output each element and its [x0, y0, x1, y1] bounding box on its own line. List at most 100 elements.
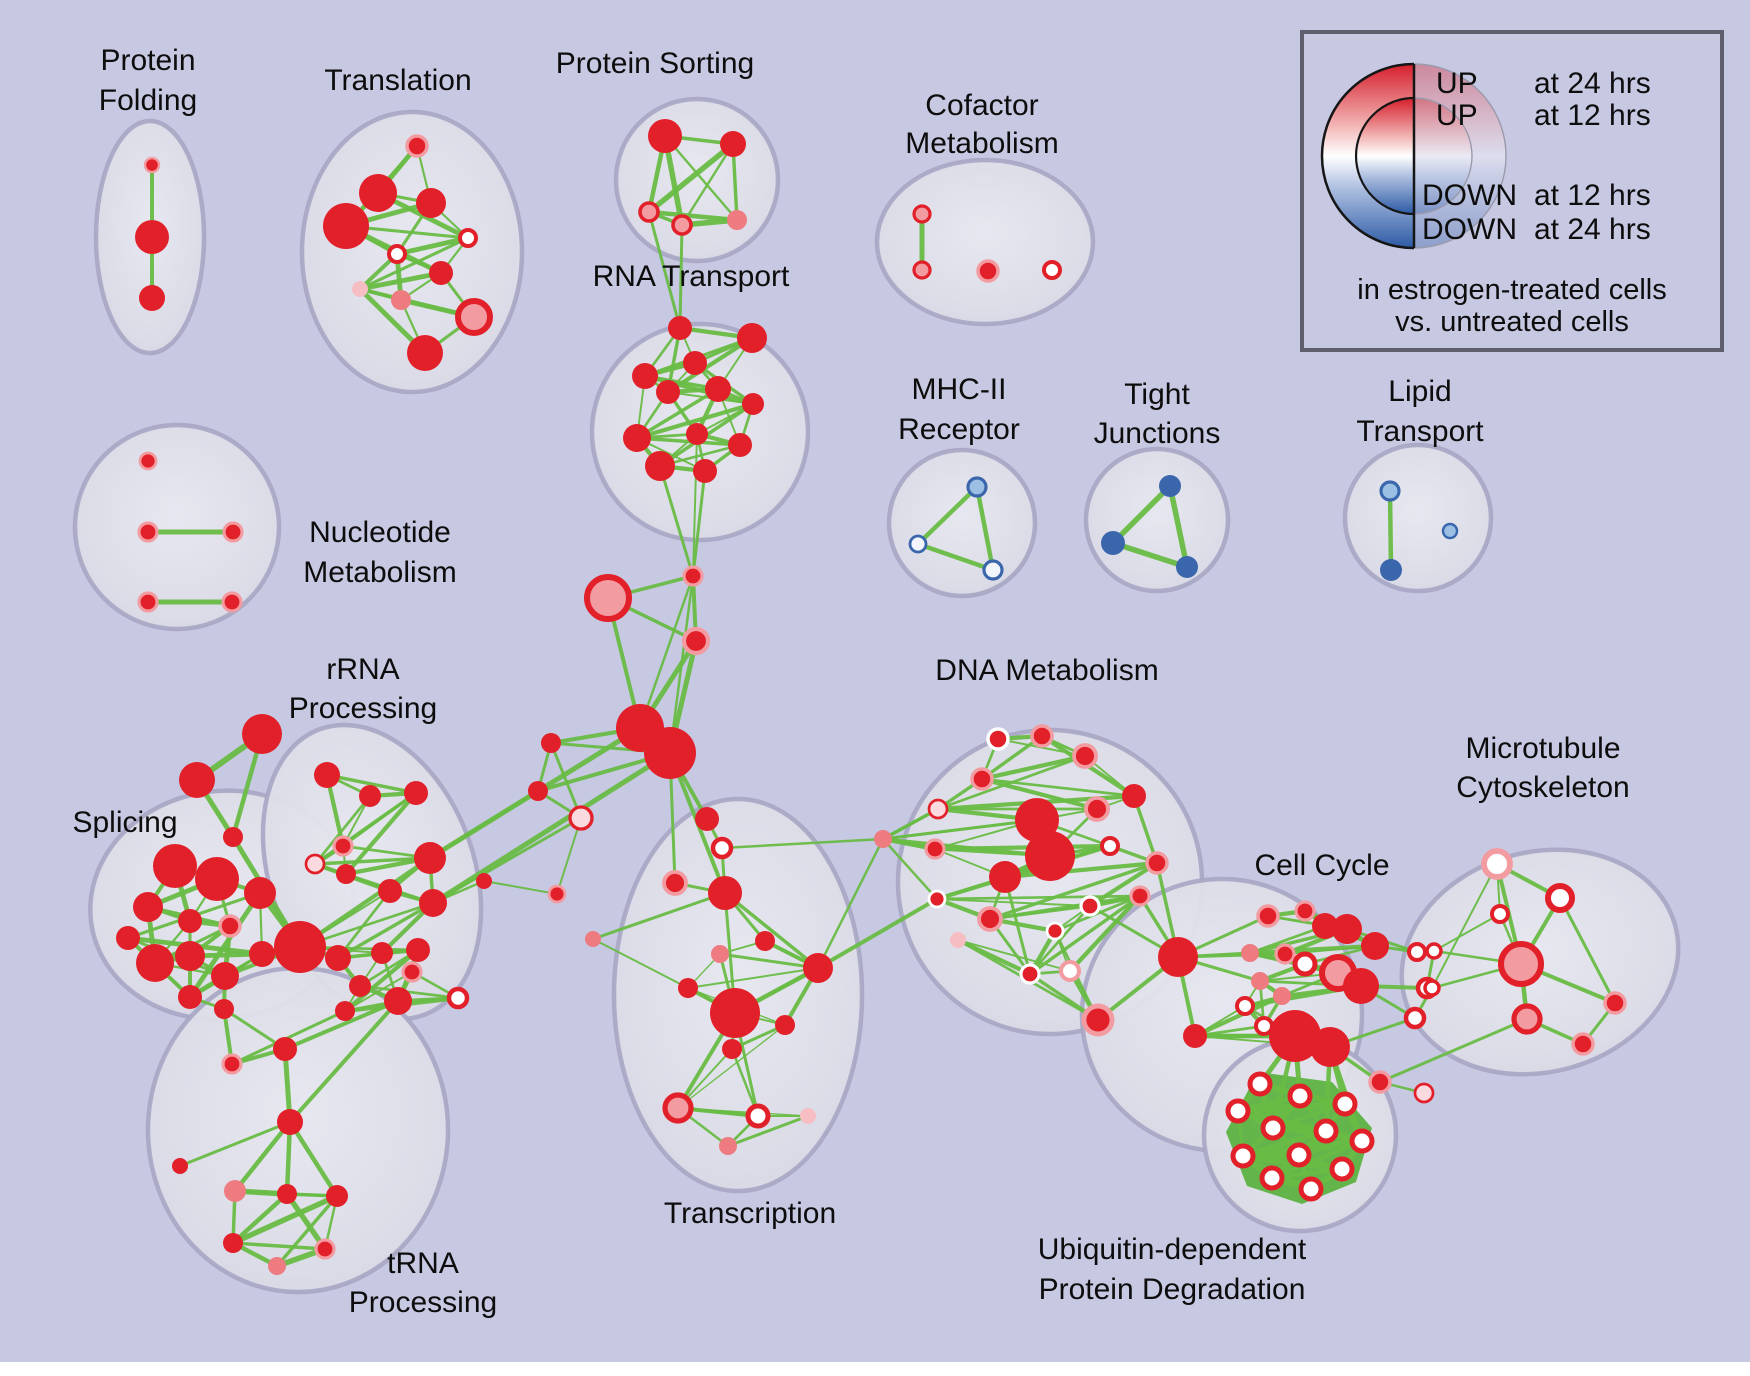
gene-node: [274, 921, 326, 973]
gene-node: [137, 591, 159, 613]
edge: [297, 855, 433, 950]
gene-node: [1545, 883, 1575, 913]
gene-node: [705, 376, 731, 402]
gene-node: [1084, 796, 1110, 822]
edge: [483, 880, 558, 895]
edge: [1192, 993, 1285, 1039]
gene-node: [371, 942, 393, 964]
cluster-label: Transport: [1356, 415, 1484, 448]
edge: [1167, 483, 1190, 570]
cluster-label: Protein Degradation: [1039, 1273, 1306, 1306]
cluster-label: Processing: [349, 1286, 497, 1319]
gene-node: [221, 1053, 243, 1075]
cluster-label: Metabolism: [905, 127, 1058, 160]
gene-node: [1425, 942, 1443, 960]
gene-node: [335, 1001, 355, 1021]
gene-node: [1269, 1010, 1321, 1062]
edge: [288, 999, 400, 1124]
gene-node: [1403, 1006, 1427, 1030]
gene-node: [528, 781, 548, 801]
gene-node: [153, 844, 197, 888]
gene-node: [745, 1103, 771, 1129]
gene-node: [133, 892, 163, 922]
cluster-label: Cytoskeleton: [1456, 771, 1629, 804]
edge: [635, 387, 720, 440]
legend-time-down24: at 24 hrs: [1534, 213, 1651, 246]
gene-node: [401, 961, 423, 983]
gene-node: [1511, 1003, 1543, 1035]
cluster-label: Cell Cycle: [1254, 849, 1389, 882]
gene-node: [1332, 1091, 1358, 1117]
legend-outline: [1413, 97, 1473, 215]
gene-node: [249, 941, 275, 967]
gene-node: [977, 906, 1003, 932]
gene-node: [541, 733, 561, 753]
cluster-label: Junctions: [1094, 417, 1221, 450]
gene-node: [378, 879, 402, 903]
gene-node: [1312, 913, 1338, 939]
gene-node: [1081, 1003, 1115, 1037]
edge: [1431, 863, 1498, 989]
gene-node: [648, 119, 682, 153]
gene-node: [325, 945, 351, 971]
edge: [974, 484, 996, 573]
edge: [283, 999, 400, 1051]
legend-term-up12: UP: [1436, 99, 1478, 132]
gene-node: [137, 521, 159, 543]
edge: [1378, 1017, 1529, 1084]
gene-node: [1298, 1176, 1324, 1202]
cluster-label: Tight: [1124, 378, 1190, 411]
gene-node: [1235, 996, 1255, 1016]
gene-node: [404, 781, 428, 805]
gene-node: [1079, 895, 1101, 917]
cluster-label: Processing: [289, 692, 437, 725]
cluster-label: RNA Transport: [593, 260, 790, 293]
gene-node: [908, 534, 928, 554]
gene-node: [1407, 942, 1427, 962]
gene-node: [1100, 836, 1120, 856]
gene-node: [211, 962, 239, 990]
gene-node: [244, 877, 276, 909]
edge: [936, 898, 1091, 907]
gene-node: [720, 131, 746, 157]
edge: [881, 818, 1039, 841]
gene-node: [429, 261, 453, 285]
gene-node: [1183, 1024, 1207, 1048]
gene-node: [1260, 1115, 1286, 1141]
edge: [287, 1119, 340, 1199]
cluster-label: Metabolism: [303, 556, 456, 589]
edge: [592, 938, 689, 989]
gene-node: [982, 559, 1004, 581]
gene-node: [178, 985, 202, 1009]
edge: [1433, 913, 1501, 952]
edge: [720, 837, 885, 850]
cluster-label: Receptor: [898, 413, 1020, 446]
cluster-label: Microtubule: [1465, 732, 1620, 765]
gene-node: [326, 1185, 348, 1207]
gene-node: [135, 220, 169, 254]
gene-node: [927, 889, 947, 909]
gene-node: [1413, 1082, 1435, 1104]
cluster-label: Transcription: [664, 1197, 836, 1230]
edge: [187, 890, 263, 1000]
gene-node: [710, 988, 760, 1038]
edge: [915, 541, 996, 573]
edge: [357, 270, 444, 292]
cluster-label: Ubiquitin-dependent: [1038, 1233, 1307, 1266]
gene-node: [1045, 921, 1065, 941]
gene-node: [755, 931, 775, 951]
gene-node: [1274, 943, 1296, 965]
gene-node: [986, 727, 1010, 751]
cluster-label: Nucleotide: [309, 516, 451, 549]
gene-node: [242, 714, 282, 754]
edge: [726, 1114, 810, 1148]
gene-node: [1072, 743, 1098, 769]
gene-node: [722, 1039, 742, 1059]
edge: [646, 141, 736, 215]
legend-outline: [1413, 63, 1507, 249]
gene-node: [1332, 914, 1362, 944]
edge: [988, 861, 1159, 921]
cluster-shell-nucleotide-metabolism: [72, 422, 282, 632]
edge: [231, 1241, 327, 1251]
